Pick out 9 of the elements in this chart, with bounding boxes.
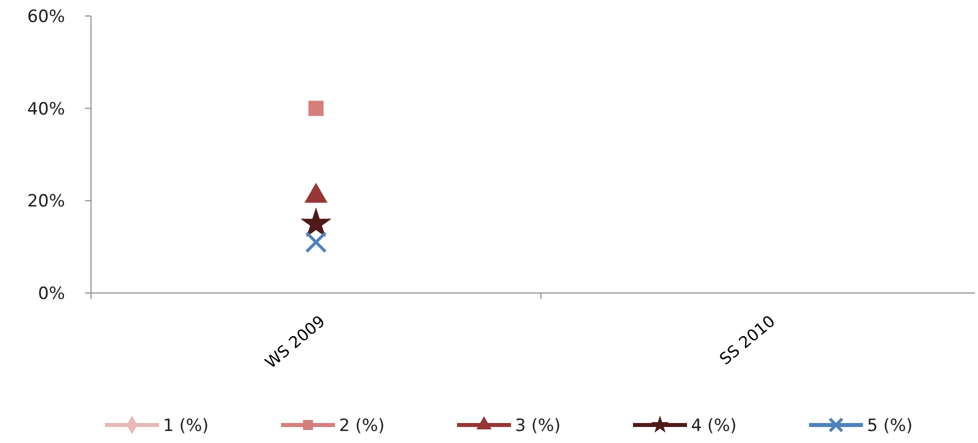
y-tick-label: 40% [27, 99, 65, 120]
y-tick-label: 60% [27, 6, 65, 27]
legend-label: 3 (%) [515, 416, 561, 436]
legend-label: 1 (%) [163, 416, 209, 436]
legend-label: 5 (%) [867, 416, 913, 436]
legend-label: 4 (%) [691, 416, 737, 436]
legend-label: 2 (%) [339, 416, 385, 436]
y-tick-label: 0% [38, 284, 65, 304]
y-tick-label: 20% [27, 192, 65, 212]
